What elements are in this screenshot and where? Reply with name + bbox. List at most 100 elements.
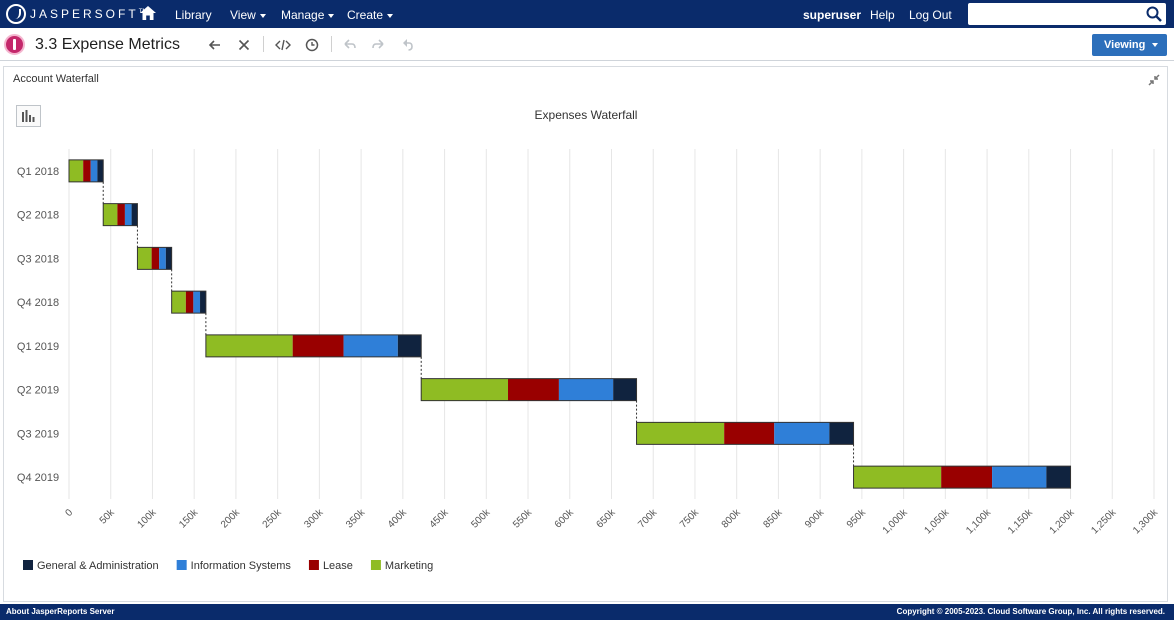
toolbar-divider (263, 36, 264, 52)
jaspersoft-logo[interactable]: JASPERSOFTTM (6, 4, 147, 24)
waterfall-bar-segment[interactable] (508, 378, 559, 401)
top-navigation-bar: JASPERSOFTTM Library View Manage Create … (0, 0, 1174, 28)
chart-type-button[interactable] (16, 105, 41, 127)
waterfall-bar-segment[interactable] (131, 203, 138, 226)
waterfall-bar-segment[interactable] (992, 466, 1047, 489)
category-label: Q2 2018 (17, 210, 59, 222)
waterfall-bar-segment[interactable] (90, 159, 98, 182)
waterfall-bar-segment[interactable] (151, 247, 160, 270)
x-tick-label: 600k (553, 507, 577, 531)
waterfall-bar-segment[interactable] (421, 378, 509, 401)
waterfall-bar-segment[interactable] (397, 334, 422, 357)
embed-code-button[interactable] (274, 36, 292, 54)
legend-label[interactable]: Marketing (385, 560, 433, 572)
category-label: Q4 2019 (17, 472, 59, 484)
waterfall-bar-outline (205, 334, 422, 358)
x-tick-label: 1,000k (881, 507, 911, 537)
waterfall-bar-segment[interactable] (117, 203, 125, 226)
waterfall-bar-outline (68, 159, 104, 183)
waterfall-bar-segment[interactable] (205, 334, 293, 357)
arrow-left-icon (208, 40, 220, 50)
waterfall-bar-segment[interactable] (853, 466, 942, 489)
search-input[interactable] (968, 3, 1166, 25)
category-label: Q3 2018 (17, 253, 59, 265)
report-toolbar: 3.3 Expense Metrics Viewing (0, 28, 1174, 61)
expenses-waterfall-chart: Expenses Waterfall Q1 2018 Q2 2018 Q3 2018… (17, 108, 1161, 572)
about-link[interactable]: About JasperReports Server (6, 607, 115, 616)
x-tick-label: 750k (678, 507, 702, 531)
search-icon[interactable] (1146, 6, 1162, 22)
waterfall-bar-segment[interactable] (124, 203, 132, 226)
waterfall-bar-segment[interactable] (941, 466, 993, 489)
close-button[interactable] (235, 36, 253, 54)
category-label: Q4 2018 (17, 297, 59, 309)
undo-all-button[interactable] (398, 36, 416, 54)
report-icon (4, 34, 25, 55)
x-tick-label: 550k (511, 507, 535, 531)
current-user[interactable]: superuser (803, 8, 862, 22)
x-tick-label: 700k (636, 507, 660, 531)
schedule-button[interactable] (303, 36, 321, 54)
waterfall-bar-outline (136, 246, 173, 270)
undo-button[interactable] (341, 36, 359, 54)
waterfall-bar-segment[interactable] (97, 159, 104, 182)
waterfall-bar-segment[interactable] (1046, 466, 1071, 489)
viewing-mode-dropdown[interactable]: Viewing (1092, 34, 1167, 56)
legend-swatch (370, 560, 381, 570)
caret-down-icon (328, 13, 335, 18)
nav-menu-create[interactable]: Create (347, 8, 394, 22)
waterfall-bar-segment[interactable] (83, 159, 91, 182)
legend-swatch (308, 560, 319, 570)
redo-icon (372, 39, 384, 49)
waterfall-bar-segment[interactable] (636, 422, 725, 445)
clock-icon (305, 38, 319, 52)
waterfall-bar-segment[interactable] (159, 247, 166, 270)
toolbar-divider (331, 36, 332, 52)
x-tick-label: 350k (344, 507, 368, 531)
category-label: Q1 2018 (17, 166, 59, 178)
waterfall-bar-segment[interactable] (343, 334, 398, 357)
x-tick-label: 1,150k (1006, 507, 1036, 537)
collapse-icon[interactable] (1148, 74, 1160, 86)
waterfall-bar-outline (102, 203, 138, 227)
copyright-text: Copyright © 2005-2023. Cloud Software Gr… (896, 607, 1165, 616)
waterfall-bar-segment[interactable] (69, 159, 84, 182)
nav-menu-view[interactable]: View (230, 8, 266, 22)
back-button[interactable] (206, 36, 224, 54)
redo-button[interactable] (369, 36, 387, 54)
nav-menu-label: View (230, 8, 256, 22)
x-tick-label: 650k (595, 507, 619, 531)
legend-label[interactable]: Lease (323, 560, 353, 572)
x-tick-label: 150k (177, 507, 201, 531)
help-link[interactable]: Help (870, 8, 895, 22)
waterfall-bar-segment[interactable] (185, 291, 194, 314)
legend-label[interactable]: Information Systems (191, 560, 292, 572)
nav-menu-manage[interactable]: Manage (281, 8, 335, 22)
home-icon[interactable] (140, 6, 156, 20)
waterfall-bar-outline (420, 378, 638, 402)
waterfall-bar-segment[interactable] (137, 247, 152, 270)
waterfall-bar-segment[interactable] (558, 378, 614, 401)
waterfall-bar-segment[interactable] (292, 334, 344, 357)
waterfall-bar-outline (853, 465, 1072, 489)
waterfall-bar-segment[interactable] (774, 422, 830, 445)
x-tick-label: 1,200k (1048, 507, 1078, 537)
waterfall-bar-segment[interactable] (103, 203, 118, 226)
code-icon (275, 39, 291, 51)
log-out-link[interactable]: Log Out (909, 8, 952, 22)
waterfall-bar-segment[interactable] (193, 291, 201, 314)
undo-all-icon (403, 39, 413, 51)
waterfall-bar-segment[interactable] (613, 378, 637, 401)
nav-menu-library[interactable]: Library (175, 8, 212, 22)
category-label: Q2 2019 (17, 385, 59, 397)
waterfall-bar-segment[interactable] (200, 291, 206, 314)
chart-title: Expenses Waterfall (535, 108, 638, 122)
waterfall-bar-segment[interactable] (171, 291, 186, 314)
waterfall-bar-segment[interactable] (829, 422, 854, 445)
legend-label[interactable]: General & Administration (37, 560, 159, 572)
nav-menu-label: Library (175, 8, 212, 22)
caret-down-icon (387, 13, 394, 18)
waterfall-bar-segment[interactable] (165, 247, 172, 270)
x-tick-label: 0 (63, 507, 75, 519)
waterfall-bar-segment[interactable] (724, 422, 775, 445)
